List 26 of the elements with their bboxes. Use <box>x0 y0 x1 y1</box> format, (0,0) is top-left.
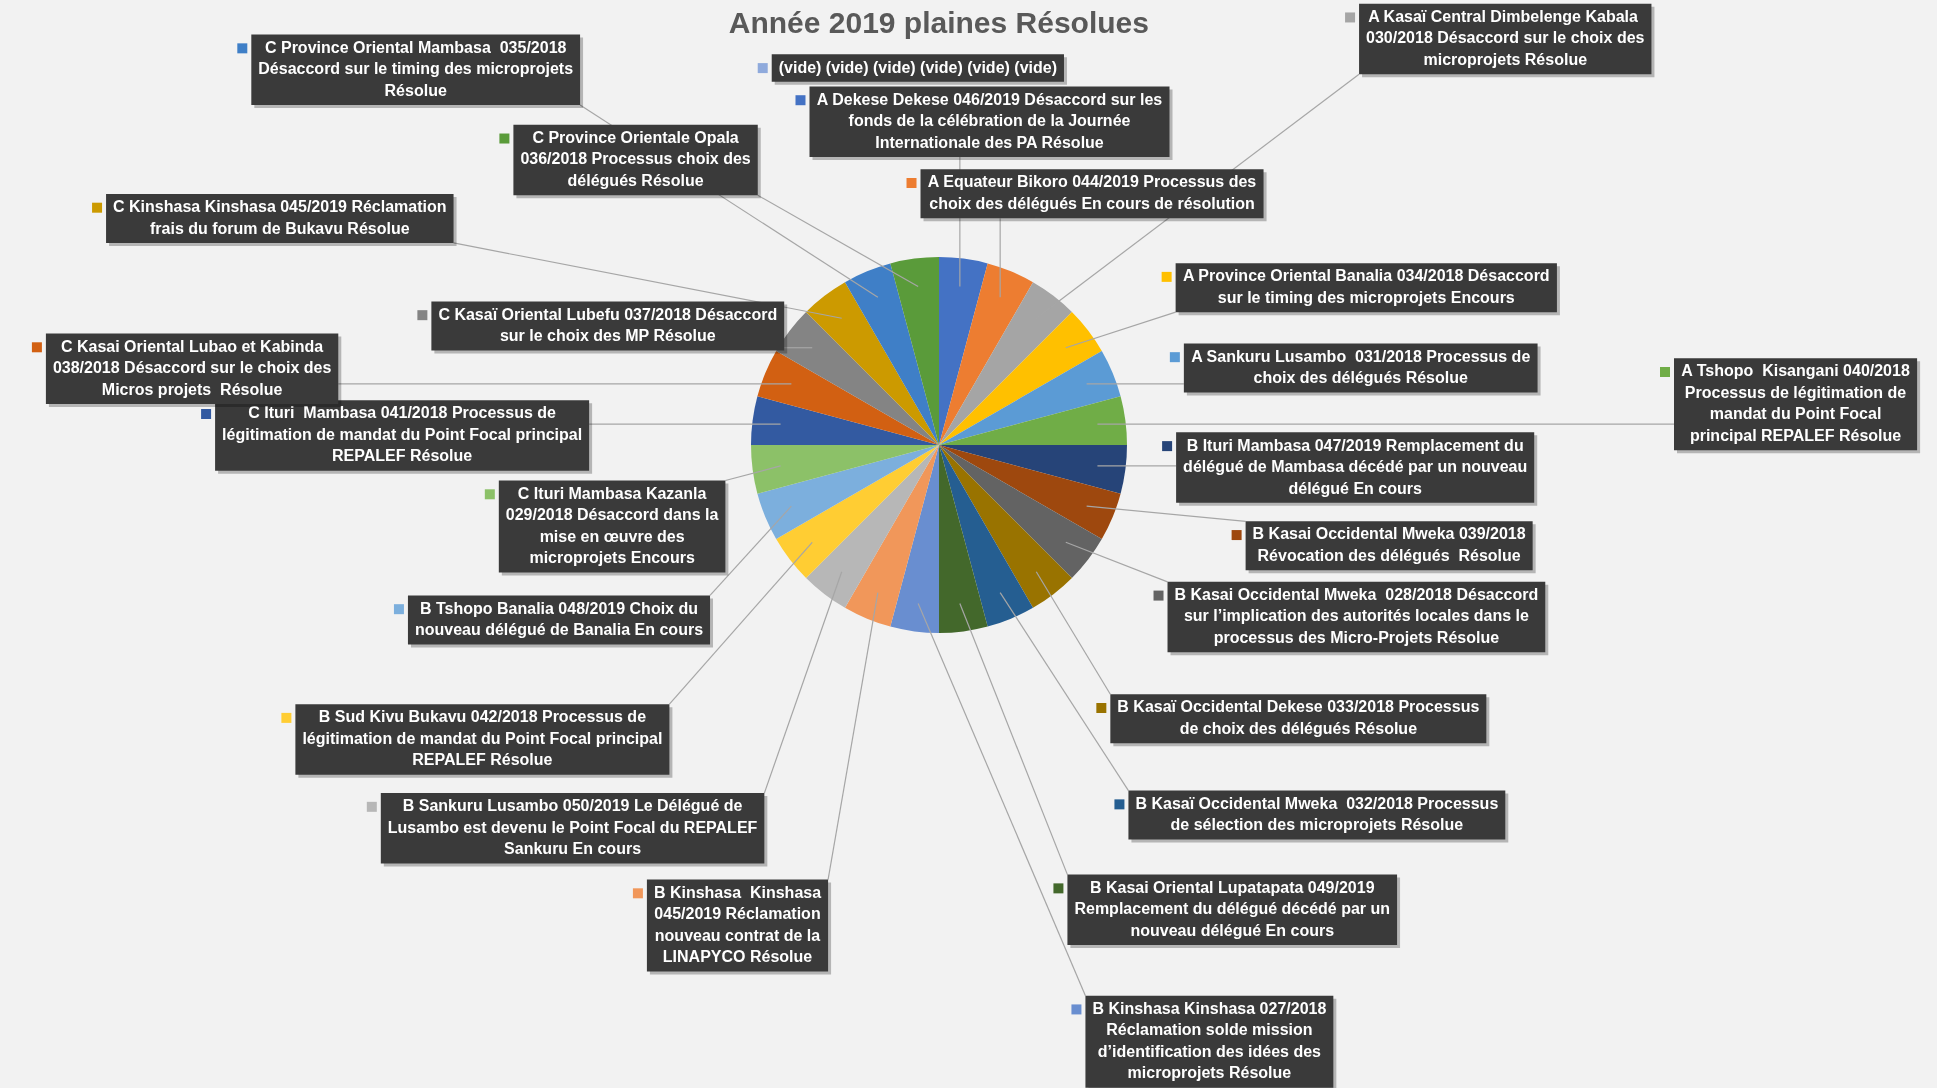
legend-label: B Kasaï Occidental Dekese 033/2018 Processus de choix des délégués Résolue <box>1117 698 1480 737</box>
legend-label: B Kinshasa Kinshasa 027/2018 Réclamation solde mission d’identification des idées des microprojets Résolue <box>1092 999 1327 1082</box>
legend-label: A Equateur Bikoro 044/2019 Processus des choix des délégués En cours de résolution <box>927 173 1257 212</box>
legend-label: C Province Orientale Opala 036/2018 Processus choix des délégués Résolue <box>520 128 751 189</box>
legend-label: B Kinshasa Kinshasa 045/2019 Réclamation nouveau contrat de la LINAPYCO Résolue <box>653 883 822 966</box>
legend-label: C Kinshasa Kinshasa 045/2019 Réclamation frais du forum de Bukavu Résolue <box>113 198 447 237</box>
legend-label: B Kasaï Occidental Mweka 032/2018 Processus de sélection des microprojets Résolue <box>1135 794 1499 834</box>
legend-label: A Kasaï Central Dimbelenge Kabala 030/2018 Désaccord sur le choix des microprojets Résolue <box>1366 7 1645 68</box>
legend-label: C Province Oriental Mambasa 035/2018 Désaccord sur le timing des microprojets Résolue <box>258 38 574 99</box>
legend-label: A Tshopo Kisangani 040/2018 Processus de légitimation de mandat du Point Focal principal REPALEF Résolue <box>1681 362 1910 444</box>
legend-label: B Ituri Mambasa 047/2019 Remplacement du délégué de Mambasa décédé par un nouveau délégué En cours <box>1183 436 1528 497</box>
legend-label: C Kasai Oriental Lubao et Kabinda 038/2018 Désaccord sur le choix des Micros projets Résolue <box>52 337 332 398</box>
legend-label: C Ituri Mambasa Kazanla 029/2018 Désaccord dans la mise en œuvre des microprojets Encours <box>505 484 719 567</box>
legend-label: B Kasai Occidental Mweka 039/2018 Révocation des délégués Résolue <box>1252 525 1526 564</box>
legend-label: A Dekese Dekese 046/2019 Désaccord sur les fonds de la célébration de la Journée Internationale des PA Résolue <box>816 90 1163 151</box>
legend-label: C Kasaï Oriental Lubefu 037/2018 Désaccord sur le choix des MP Résolue <box>438 305 778 345</box>
legend-label: A Sankuru Lusambo 031/2018 Processus de choix des délégués Résolue <box>1191 347 1531 387</box>
chart-title: Année 2019 plaines Résolues <box>728 5 1149 39</box>
legend-label: (vide) (vide) (vide) (vide) (vide) (vide) <box>778 58 1057 76</box>
legend-label: B Sankuru Lusambo 050/2019 Le Délégué de Lusambo est devenu le Point Focal du REPALEF Sankuru En cours <box>387 797 758 858</box>
legend-label: B Kasai Oriental Lupatapata 049/2019 Remplacement du délégué décédé par un nouveau délégué En cours <box>1074 878 1391 939</box>
legend-label: C Ituri Mambasa 041/2018 Processus de légitimation de mandat du Point Focal principal REPALEF Résolue <box>222 404 583 465</box>
legend-label: B Sud Kivu Bukavu 042/2018 Processus de légitimation de mandat du Point Focal principal REPALEF Résolue <box>302 708 663 769</box>
legend-label: B Tshopo Banalia 048/2019 Choix du nouveau délégué de Banalia En cours <box>414 599 704 639</box>
legend-label: B Kasai Occidental Mweka 028/2018 Désaccord sur l’implication des autorités locales dans le processus des Micro-Projets Résolue <box>1174 586 1539 646</box>
legend-label: A Province Oriental Banalia 034/2018 Désaccord sur le timing des microprojets Encours <box>1182 267 1550 306</box>
